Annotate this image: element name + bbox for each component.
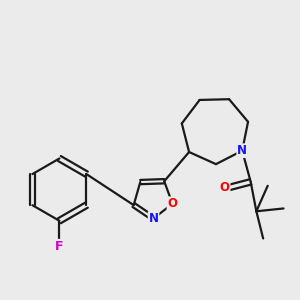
Text: O: O bbox=[220, 181, 230, 194]
Text: N: N bbox=[237, 144, 247, 157]
Text: F: F bbox=[55, 240, 64, 253]
Text: N: N bbox=[148, 212, 158, 225]
Text: O: O bbox=[167, 197, 177, 210]
